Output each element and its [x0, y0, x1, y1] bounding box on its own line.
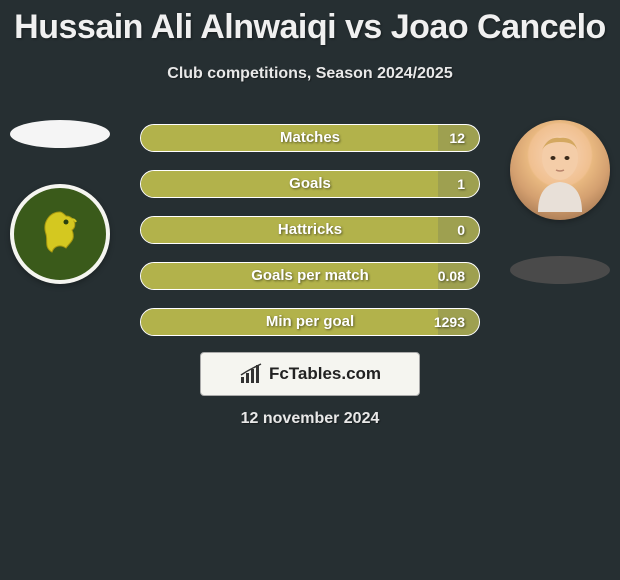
chart-icon — [239, 363, 263, 385]
stat-row-goals-per-match: Goals per match 0.08 — [140, 262, 480, 290]
stat-row-matches: Matches 12 — [140, 124, 480, 152]
page-title: Hussain Ali Alnwaiqi vs Joao Cancelo — [0, 0, 620, 47]
stat-row-goals: Goals 1 — [140, 170, 480, 198]
stat-label: Hattricks — [141, 217, 479, 243]
attribution-box: FcTables.com — [200, 352, 420, 396]
stat-label: Goals per match — [141, 263, 479, 289]
stat-value: 12 — [449, 125, 465, 151]
stats-container: Matches 12 Goals 1 Hattricks 0 Goals per… — [140, 124, 480, 354]
right-flag-oval — [510, 256, 610, 284]
stat-value: 0 — [457, 217, 465, 243]
stat-label: Matches — [141, 125, 479, 151]
stat-label: Min per goal — [141, 309, 479, 335]
page-subtitle: Club competitions, Season 2024/2025 — [0, 65, 620, 83]
stat-row-hattricks: Hattricks 0 — [140, 216, 480, 244]
left-player-column — [10, 120, 110, 284]
left-team-crest — [10, 184, 110, 284]
left-flag-oval — [10, 120, 110, 148]
attribution-text: FcTables.com — [269, 364, 381, 384]
right-player-avatar — [510, 120, 610, 220]
right-player-column — [510, 120, 610, 284]
stat-value: 1293 — [434, 309, 465, 335]
stat-value: 0.08 — [438, 263, 465, 289]
stat-label: Goals — [141, 171, 479, 197]
stat-value: 1 — [457, 171, 465, 197]
stat-row-min-per-goal: Min per goal 1293 — [140, 308, 480, 336]
footer-date: 12 november 2024 — [0, 410, 620, 428]
